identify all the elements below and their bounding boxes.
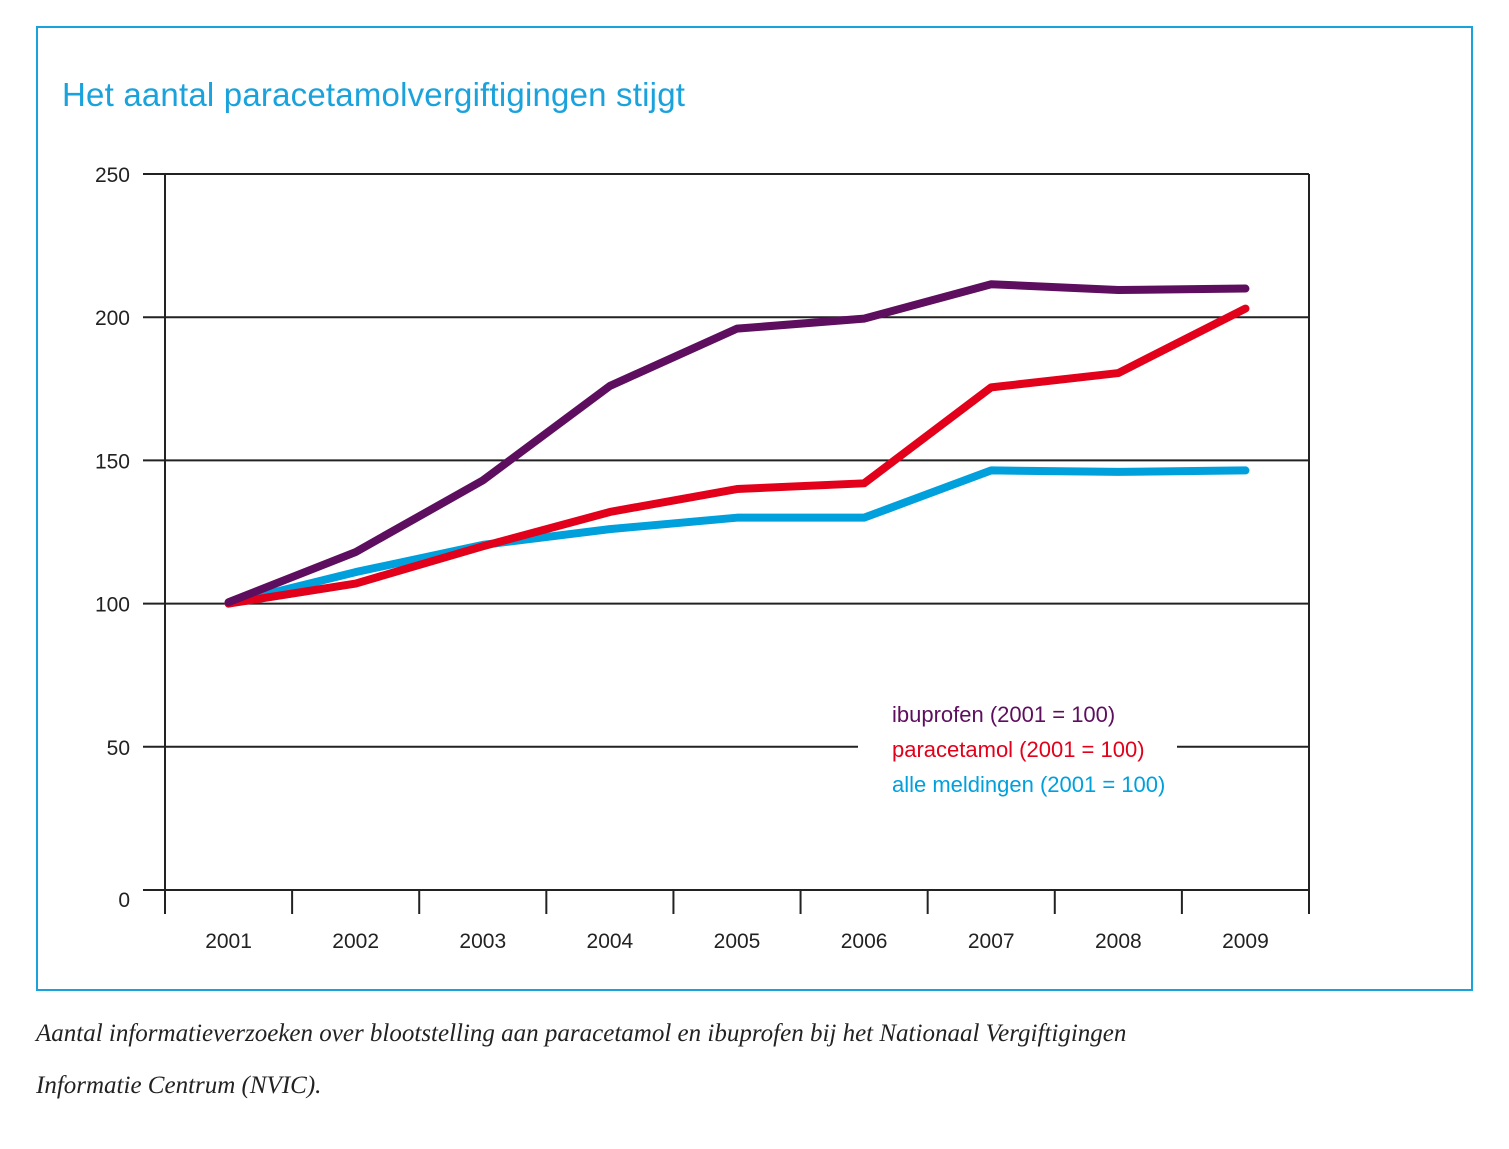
line-chart: 0 50 100 150 200 250 2001 2002 2003 2004 2005 2006… (95, 164, 1310, 953)
caption-line-1: Aantal informatieverzoeken over blootste… (36, 1020, 1127, 1047)
y-tick-label-250: 250 (95, 164, 130, 187)
series-line-alle-meldingen (224, 466, 1250, 608)
series-line-paracetamol (224, 304, 1250, 608)
legend-item-alle-meldingen: alle meldingen (2001 = 100) (892, 772, 1166, 797)
y-tick-label-100: 100 (95, 594, 130, 617)
series-lines (224, 280, 1250, 608)
x-tick-label-2007: 2007 (968, 930, 1015, 953)
legend: ibuprofen (2001 = 100) paracetamol (2001… (858, 697, 1178, 802)
x-tick-label-2001: 2001 (205, 930, 252, 953)
axes (164, 174, 1310, 914)
x-axis-ticks: 2001 2002 2003 2004 2005 2006 2007 2008 2009 (205, 890, 1269, 953)
legend-item-paracetamol: paracetamol (2001 = 100) (892, 737, 1145, 762)
x-tick-label-2009: 2009 (1222, 930, 1269, 953)
x-tick-label-2003: 2003 (459, 930, 506, 953)
legend-item-ibuprofen: ibuprofen (2001 = 100) (892, 702, 1116, 727)
x-tick-label-2005: 2005 (714, 930, 761, 953)
y-tick-label-150: 150 (95, 450, 130, 473)
y-tick-label-200: 200 (95, 307, 130, 330)
x-tick-label-2008: 2008 (1095, 930, 1142, 953)
series-line-ibuprofen (224, 280, 1250, 607)
chart-frame (36, 26, 1473, 991)
caption-line-2: Informatie Centrum (NVIC). (36, 1072, 322, 1099)
chart-title: Het aantal paracetamolvergiftigingen sti… (62, 76, 686, 113)
x-tick-label-2002: 2002 (332, 930, 379, 953)
y-tick-label-50: 50 (107, 737, 130, 760)
x-tick-label-2004: 2004 (587, 930, 634, 953)
y-axis-ticks: 0 50 100 150 200 250 (95, 164, 130, 912)
y-tick-label-0: 0 (118, 889, 130, 912)
x-tick-label-2006: 2006 (841, 930, 888, 953)
